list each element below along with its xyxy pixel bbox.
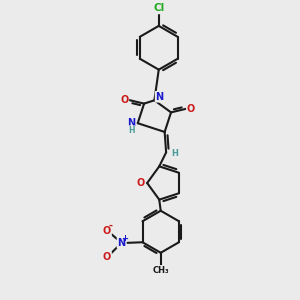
Text: N: N — [118, 238, 126, 248]
Text: H: H — [171, 149, 178, 158]
Text: O: O — [187, 104, 195, 114]
Text: CH₃: CH₃ — [152, 266, 169, 275]
Text: H: H — [128, 126, 135, 135]
Text: O: O — [136, 178, 145, 188]
Text: O: O — [103, 252, 111, 262]
Text: Cl: Cl — [153, 3, 164, 14]
Text: N: N — [127, 118, 135, 128]
Text: O: O — [103, 226, 111, 236]
Text: +: + — [122, 234, 128, 243]
Text: N: N — [156, 92, 164, 102]
Text: -: - — [108, 220, 112, 230]
Text: O: O — [120, 95, 128, 105]
